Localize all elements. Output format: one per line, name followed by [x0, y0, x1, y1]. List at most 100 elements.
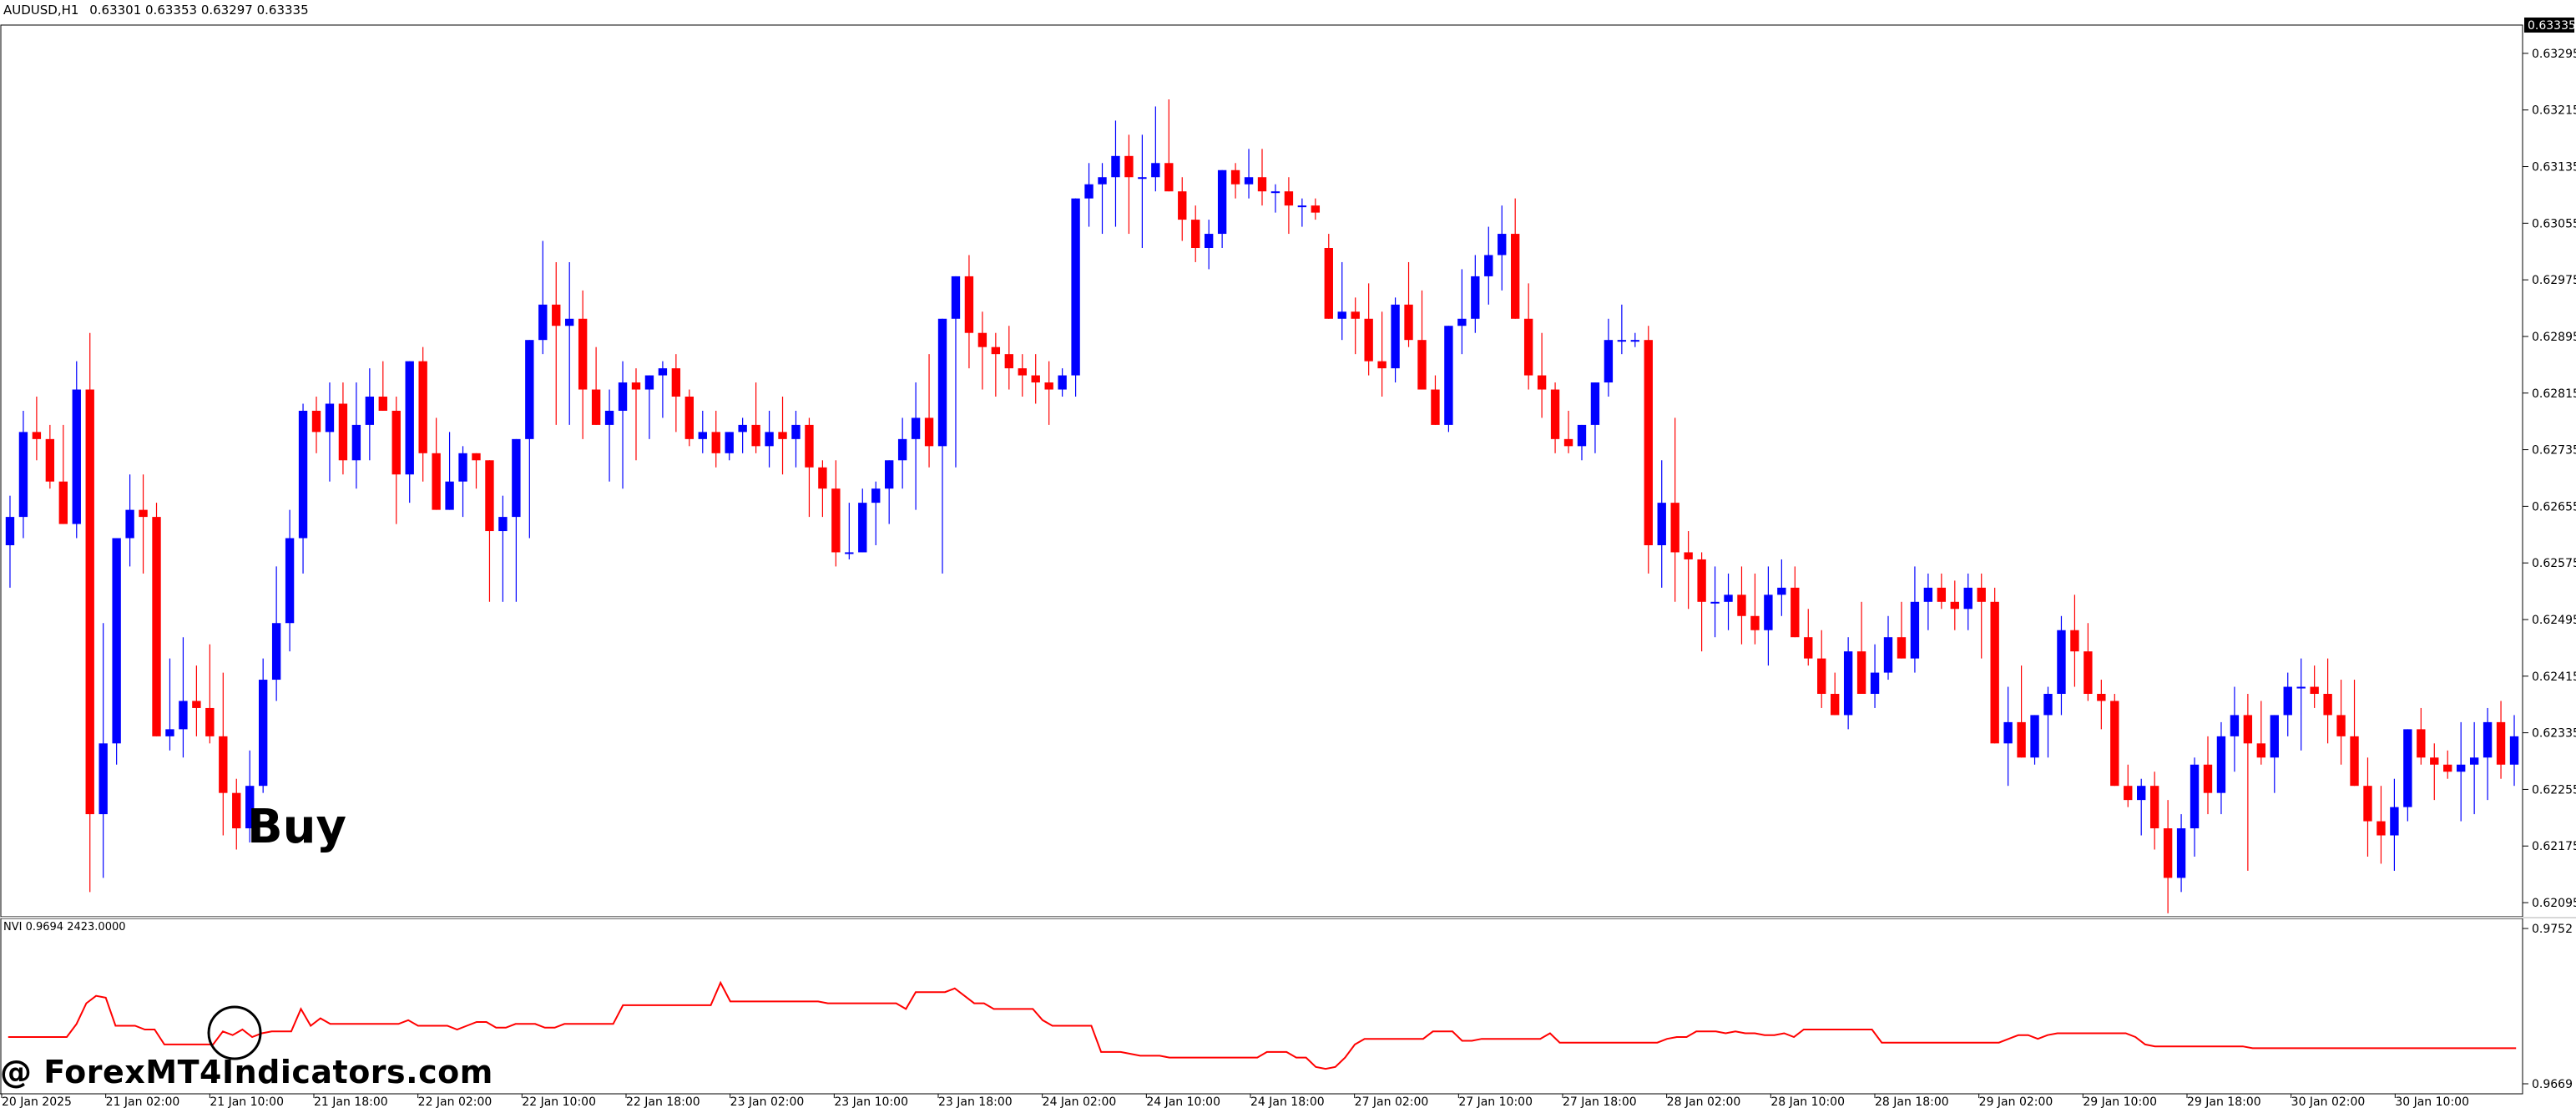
candle-body — [1910, 601, 1920, 659]
candle-body — [791, 424, 801, 439]
candle-body — [698, 432, 707, 439]
candle-body — [165, 729, 174, 736]
candle-body — [192, 701, 201, 708]
candle — [351, 382, 361, 489]
candle — [911, 382, 921, 510]
candle — [2457, 721, 2466, 822]
candle — [1937, 573, 1947, 610]
candle — [1270, 184, 1280, 213]
candle-body — [1124, 155, 1134, 178]
candle — [1777, 559, 1786, 616]
price-tick-label: 0.63295 — [2532, 48, 2576, 61]
candle — [2443, 750, 2452, 779]
candle-body — [1071, 198, 1080, 376]
candle-body — [1511, 234, 1520, 319]
candle — [1498, 205, 1507, 291]
candle — [2390, 778, 2399, 871]
candle — [751, 382, 760, 453]
candle-body — [711, 432, 720, 453]
candle — [658, 361, 668, 418]
candle — [152, 503, 161, 736]
candle — [1031, 354, 1040, 404]
candle-body — [765, 432, 774, 447]
candle — [2084, 623, 2093, 701]
candle-body — [631, 382, 641, 390]
time-tick-label: 21 Jan 02:00 — [106, 1095, 180, 1108]
candle-body — [391, 410, 401, 475]
candle — [72, 361, 81, 539]
candle-body — [152, 517, 161, 736]
candle — [1804, 609, 1813, 666]
time-tick-label: 28 Jan 10:00 — [1770, 1095, 1845, 1108]
candle — [1178, 177, 1187, 241]
signal-circle — [207, 1005, 262, 1060]
candle-body — [298, 410, 308, 539]
candle-body — [2283, 686, 2292, 716]
candle — [1910, 566, 1920, 673]
candle-body — [1164, 163, 1174, 192]
candle — [365, 368, 375, 461]
price-tick-label: 0.62735 — [2532, 444, 2576, 458]
candle — [1523, 283, 1533, 390]
candle — [298, 403, 308, 574]
candle — [1577, 424, 1587, 461]
time-tick-label: 28 Jan 02:00 — [1667, 1095, 1741, 1108]
candle — [2469, 721, 2479, 815]
candle-body — [271, 623, 281, 680]
time-tick-label: 30 Jan 02:00 — [2291, 1095, 2366, 1108]
candle — [2376, 786, 2386, 864]
candle — [711, 410, 720, 468]
time-tick-label: 23 Jan 18:00 — [938, 1095, 1013, 1108]
candle — [1204, 220, 1214, 270]
candle-body — [445, 481, 454, 510]
candle — [1151, 106, 1160, 192]
candle-body — [991, 347, 1001, 355]
candle-body — [1791, 587, 1800, 638]
price-tick-label: 0.63135 — [2532, 161, 2576, 175]
candle — [512, 438, 521, 602]
candle — [1550, 382, 1560, 453]
candle — [1977, 573, 1986, 659]
candle — [258, 658, 268, 793]
price-tick-label: 0.62495 — [2532, 614, 2576, 627]
candle-body — [618, 382, 628, 411]
candle-body — [325, 403, 335, 433]
candle — [1084, 163, 1094, 227]
candle-body — [1577, 424, 1587, 447]
candle — [644, 375, 654, 439]
candle-body — [565, 318, 574, 326]
candle-body — [2310, 686, 2319, 694]
candle — [1044, 361, 1053, 425]
candle — [2043, 686, 2053, 758]
candle — [2176, 814, 2186, 893]
candle-body — [897, 438, 907, 461]
candle — [2124, 764, 2133, 807]
candle — [5, 495, 15, 588]
candle — [2017, 665, 2026, 758]
candle-body — [1697, 559, 1706, 602]
candle-body — [805, 424, 814, 468]
candle — [2097, 680, 2106, 730]
candle — [1004, 326, 1013, 390]
candle — [2350, 680, 2359, 787]
candle-body — [378, 397, 387, 411]
candle-body — [1191, 220, 1200, 248]
time-tick-label: 29 Jan 10:00 — [2083, 1095, 2157, 1108]
symbol-label: AUDUSD,H1 — [3, 3, 79, 18]
candle-body — [2124, 786, 2133, 801]
candle — [271, 566, 281, 701]
candle — [2256, 701, 2266, 765]
candle — [831, 460, 841, 567]
candle — [1764, 566, 1773, 666]
candle-body — [845, 552, 854, 554]
candle — [538, 240, 548, 355]
candle-body — [2203, 764, 2213, 793]
candle — [1817, 630, 1826, 708]
time-tick-label: 24 Jan 10:00 — [1146, 1095, 1220, 1108]
candle-body — [1444, 326, 1453, 425]
price-candles — [5, 99, 2519, 913]
candle — [1404, 261, 1413, 347]
candle — [1071, 198, 1080, 397]
candle-body — [1604, 340, 1614, 383]
